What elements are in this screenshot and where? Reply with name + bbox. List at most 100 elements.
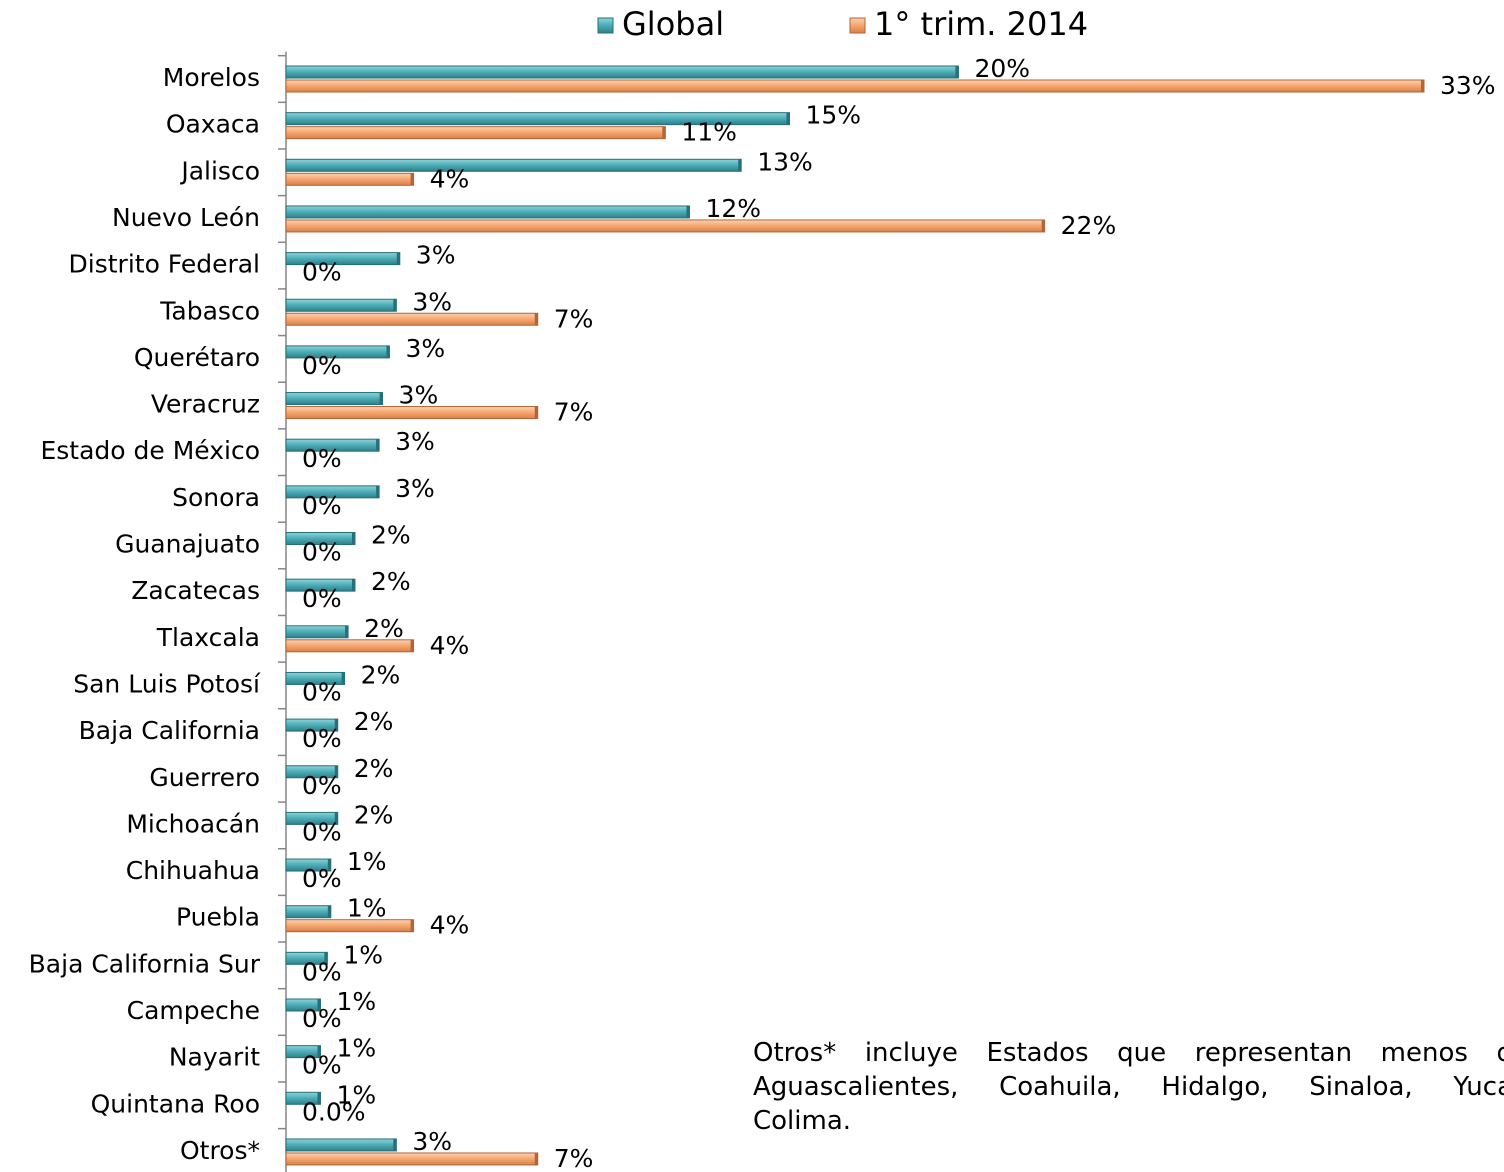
bar [285,639,415,653]
bar-end [334,812,338,825]
legend-label: 1° trim. 2014 [874,5,1088,43]
value-label: 4% [430,911,470,940]
bar-end [386,345,390,358]
bar-end [379,392,383,405]
value-label: 3% [399,381,439,410]
category-label: Distrito Federal [69,250,260,279]
value-label: 2% [361,660,401,689]
value-label: 0% [302,771,342,800]
bar-end [351,579,355,592]
bar [285,298,397,312]
value-label: 2% [354,754,394,783]
value-label: 0% [302,1051,342,1080]
category-label: Oaxaca [166,110,260,139]
note-line: Otros* incluye Estados que representan m… [753,1038,1504,1068]
value-label: 0% [302,538,342,567]
bar-end [327,859,331,872]
value-label: 7% [554,1144,594,1172]
value-label: 0% [302,724,342,753]
category-label: Quintana Roo [91,1089,260,1118]
value-label: 33% [1440,71,1496,100]
bar [285,312,539,326]
bar [285,172,415,186]
value-label: 1% [336,1080,376,1109]
value-label: 15% [805,101,861,130]
bar [285,126,666,140]
value-label: 0% [302,351,342,380]
value-label: 2% [371,567,411,596]
category-label: Baja California [79,716,260,745]
category-label: San Luis Potosí [73,669,261,698]
bar [285,1152,539,1166]
bar-end [324,952,328,965]
bar-end [317,1045,321,1058]
bar-end [317,1092,321,1105]
value-label: 20% [974,54,1030,83]
bar [285,79,1425,93]
bar-end [351,532,355,545]
bar-end [317,999,321,1011]
value-label: 2% [371,521,411,550]
bar [285,219,1046,233]
bar [285,158,742,172]
value-label: 1% [336,1034,376,1063]
value-label: 0.0% [302,1097,366,1126]
value-label: 3% [416,241,456,270]
bar-end [393,299,397,312]
category-label: Michoacán [126,809,260,838]
bar-end [955,66,959,78]
category-label: Chihuahua [126,856,260,885]
bar [285,205,690,219]
bar-end [410,639,414,652]
category-label: Otros* [180,1136,260,1165]
value-label: 3% [405,334,445,363]
value-label: 7% [554,304,594,333]
value-label: 2% [354,800,394,829]
bar [285,65,959,79]
bar-end [686,205,690,218]
category-label: Baja California Sur [29,949,261,978]
category-label: Tabasco [159,296,260,325]
bar-end [334,765,338,778]
value-label: 3% [412,287,452,316]
bar-end [1421,80,1424,92]
note-line: Colima. [753,1106,852,1136]
value-label: 1% [343,940,383,969]
value-label: 0% [302,864,342,893]
bar [285,1138,397,1152]
category-label: Puebla [176,903,260,932]
bar [285,905,332,919]
value-label: 3% [395,474,435,503]
value-label: 3% [395,427,435,456]
bar-end [345,625,349,638]
bar-end [396,252,400,265]
note-line: Aguascalientes, Coahuila, Hidalgo, Sinal… [753,1072,1504,1102]
category-label: Veracruz [151,390,260,419]
value-label: 1% [347,847,387,876]
value-label: 1% [347,894,387,923]
value-label: 0% [302,584,342,613]
bar-end [334,719,338,732]
value-label: 22% [1061,211,1117,240]
bar [285,406,539,420]
category-label: Jalisco [179,156,260,185]
category-label: Nayarit [169,1043,260,1072]
bar [285,625,349,639]
value-label: 12% [705,194,761,223]
value-label: 4% [430,631,470,660]
value-label: 4% [430,164,470,193]
value-label: 0% [302,258,342,287]
value-label: 0% [302,1004,342,1033]
bar-end [376,485,380,498]
bar-end [327,905,331,918]
category-label: Estado de México [40,436,260,465]
value-label: 3% [412,1127,452,1156]
value-label: 1% [336,987,376,1016]
category-label: Nuevo León [112,203,260,232]
value-label: 11% [681,118,737,147]
bar-end [410,173,414,186]
footnote: Otros* incluye Estados que representan m… [753,1036,1504,1138]
bar-end [738,159,742,172]
